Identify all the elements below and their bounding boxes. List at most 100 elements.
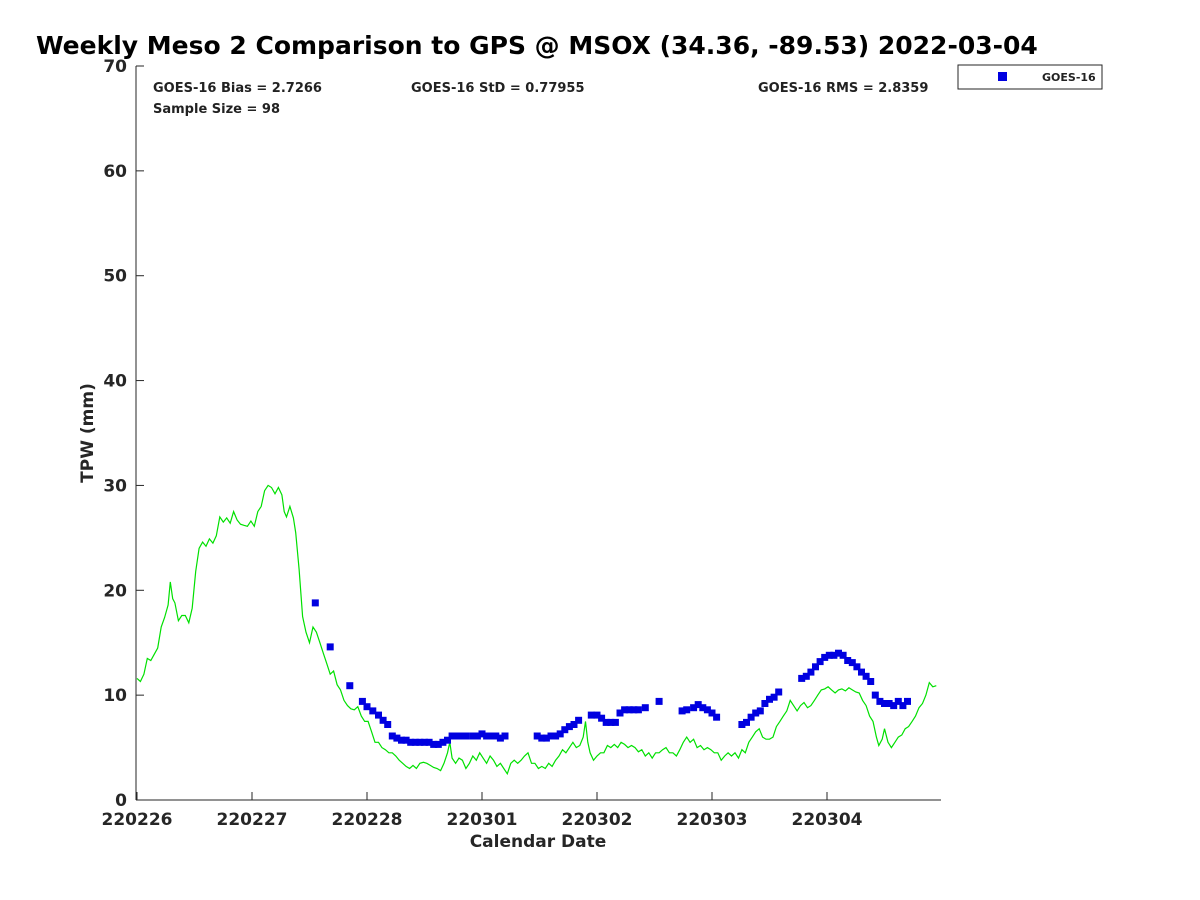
goes16-point [607, 718, 615, 726]
goes16-point [844, 657, 852, 664]
goes16-point [634, 706, 642, 714]
goes16-point [533, 732, 541, 740]
goes16-point [853, 663, 861, 671]
goes16-point [904, 697, 911, 705]
goes16-point [363, 703, 371, 711]
goes16-point [402, 736, 410, 744]
goes16-point [375, 711, 382, 719]
goes16-point [439, 738, 447, 746]
x-tick-label: 220301 [447, 810, 518, 830]
goes16-point [876, 697, 884, 705]
goes16-point [416, 738, 424, 746]
legend-label-goes16: GOES-16 [1042, 71, 1096, 84]
goes16-point [839, 651, 847, 659]
goes16-point [326, 643, 334, 651]
goes16-point [483, 732, 491, 740]
stat-std: GOES-16 StD = 0.77955 [411, 81, 585, 96]
goes16-point [311, 599, 319, 607]
goes16-point [890, 702, 898, 710]
goes16-point [655, 697, 663, 705]
goes16-point [699, 704, 707, 712]
series-layer [136, 484, 937, 776]
goes16-point [552, 732, 560, 740]
goes16-point [556, 730, 564, 738]
legend-marker-goes16 [998, 72, 1007, 81]
goes16-point [738, 721, 746, 728]
goes16-point [848, 659, 856, 667]
goes16-point [761, 700, 769, 707]
goes16-point [756, 707, 764, 715]
goes16-point [899, 702, 907, 710]
stat-bias: GOES-16 Bias = 2.7266 [153, 81, 322, 96]
goes16-point [713, 713, 721, 721]
y-tick-label: 10 [103, 686, 127, 706]
y-tick-label: 40 [103, 372, 127, 392]
goes16-point [369, 707, 377, 715]
goes16-point [602, 718, 610, 726]
plot-area: 0 10 20 30 40 50 60 70 220226 220227 220228 220301… [102, 57, 941, 830]
y-axis-label: TPW (mm) [78, 383, 98, 483]
goes16-point [683, 706, 691, 714]
series-line-gps [136, 484, 937, 776]
goes16-point [469, 732, 477, 740]
x-tick-label: 220302 [562, 810, 633, 830]
goes16-point [830, 651, 838, 659]
goes16-point [388, 732, 396, 740]
goes16-point [770, 693, 778, 701]
goes16-point [821, 653, 829, 661]
goes16-point [743, 718, 750, 726]
goes16-point [621, 706, 629, 714]
goes16-point [630, 706, 638, 714]
goes16-point [798, 674, 806, 682]
goes16-point [598, 714, 606, 722]
goes16-point [587, 711, 595, 719]
goes16-point [862, 672, 870, 680]
x-tick-label: 220304 [792, 810, 863, 830]
y-ticks: 0 10 20 30 40 50 60 70 [103, 57, 144, 811]
goes16-point [894, 697, 902, 705]
y-tick-label: 70 [103, 57, 127, 77]
goes16-point [561, 726, 569, 734]
goes16-point [487, 732, 495, 740]
x-tick-label: 220228 [332, 810, 403, 830]
goes16-point [542, 734, 550, 742]
goes16-point [407, 738, 415, 746]
goes16-point [807, 668, 815, 676]
goes16-point [690, 704, 698, 712]
x-tick-label: 220226 [102, 810, 173, 830]
goes16-point [538, 734, 546, 742]
goes16-point [430, 740, 438, 748]
goes16-point [379, 716, 387, 724]
goes16-point [825, 651, 833, 659]
y-tick-label: 0 [115, 791, 127, 811]
goes16-point [802, 672, 810, 680]
chart-title: Weekly Meso 2 Comparison to GPS @ MSOX (… [36, 31, 1038, 60]
goes16-point [703, 706, 711, 714]
stat-rms: GOES-16 RMS = 2.8359 [758, 81, 928, 96]
goes16-point [625, 706, 633, 714]
goes16-point [641, 704, 649, 712]
goes16-point [616, 709, 624, 717]
goes16-point [752, 709, 760, 717]
goes16-point [473, 732, 481, 740]
y-tick-label: 50 [103, 267, 127, 287]
goes16-point [448, 732, 456, 740]
y-tick-label: 20 [103, 581, 127, 601]
goes16-point [881, 700, 888, 707]
goes16-point [547, 732, 555, 740]
y-tick-label: 30 [103, 476, 127, 496]
goes16-point [775, 688, 783, 696]
goes16-point [384, 721, 392, 728]
goes16-point [346, 682, 354, 690]
goes16-point [816, 658, 824, 666]
goes16-point [766, 695, 773, 703]
goes16-point [496, 734, 504, 742]
goes16-point [835, 649, 842, 657]
goes16-point [812, 663, 819, 671]
goes16-point [871, 691, 879, 699]
goes16-point [434, 740, 442, 748]
goes16-point [492, 732, 500, 740]
goes16-point [694, 701, 702, 709]
goes16-point [885, 700, 893, 707]
